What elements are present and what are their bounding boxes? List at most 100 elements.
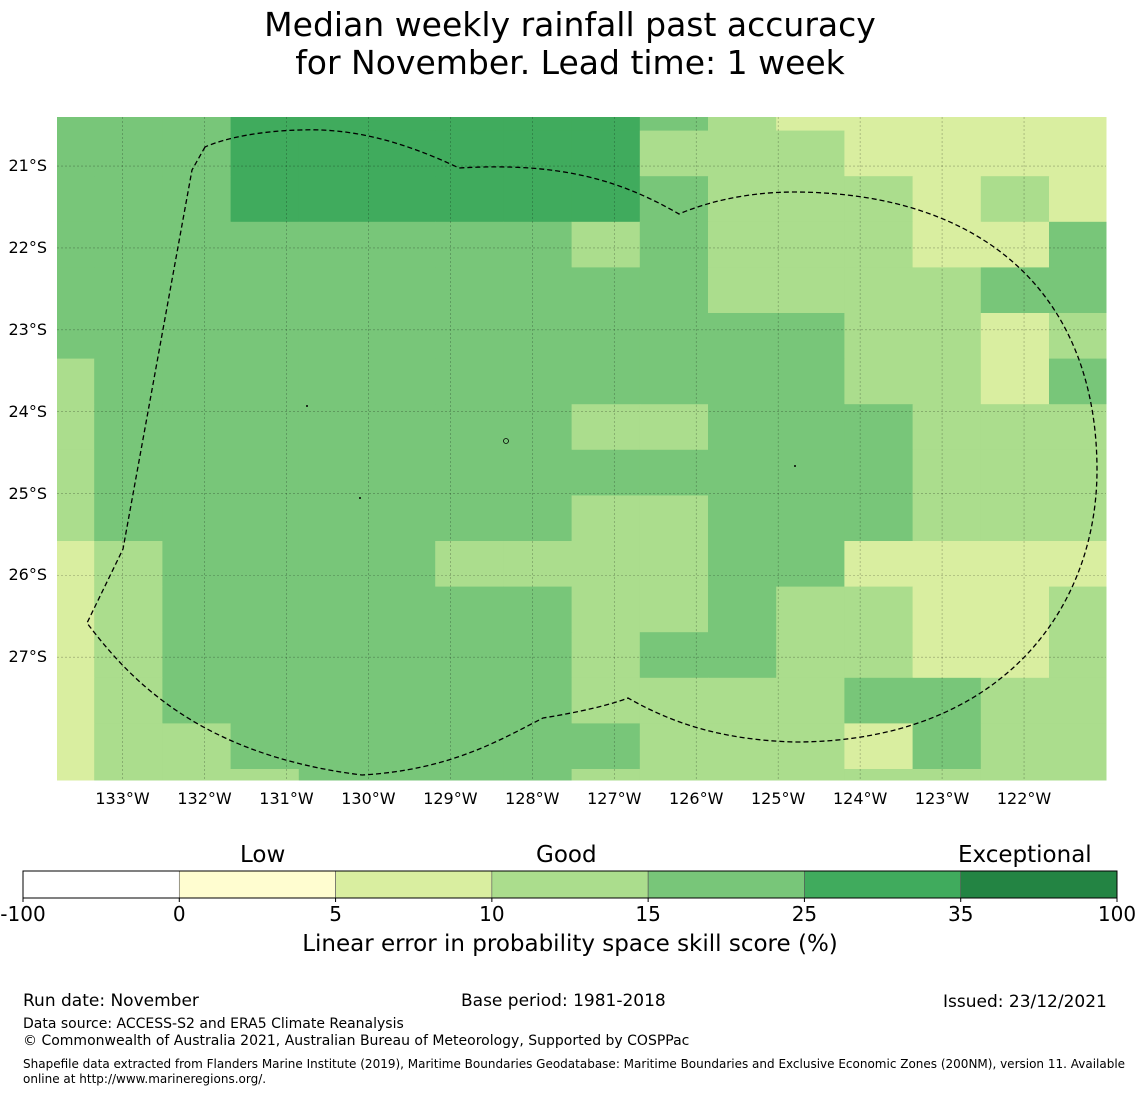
- grid-cell: [367, 221, 436, 268]
- grid-cell: [162, 176, 232, 223]
- grid-cell: [367, 117, 436, 132]
- colorbar-segment: [804, 870, 962, 899]
- grid-cell: [298, 449, 368, 496]
- grid-cell: [94, 769, 163, 781]
- shapefile-credit: Shapefile data extracted from Flanders M…: [23, 1057, 1126, 1086]
- grid-cell: [298, 267, 368, 314]
- grid-cell: [57, 723, 95, 770]
- grid-cell: [298, 495, 368, 542]
- grid-cell: [367, 769, 436, 781]
- grid-cell: [367, 176, 436, 223]
- grid-cell: [844, 267, 914, 314]
- grid-cell: [230, 769, 300, 781]
- grid-cell: [57, 769, 95, 781]
- grid-cell: [1049, 267, 1107, 314]
- grid-cell: [980, 769, 1050, 781]
- grid-cell: [230, 176, 300, 223]
- grid-cell: [639, 358, 709, 405]
- grid-cell: [571, 358, 641, 405]
- grid-cell: [94, 117, 163, 132]
- grid-cell: [1049, 586, 1107, 633]
- grid-cell: [1049, 176, 1107, 223]
- latitude-label: 23°S: [8, 319, 47, 339]
- grid-cell: [298, 769, 368, 781]
- grid-cell: [844, 769, 914, 781]
- colorbar-tick-label: 10: [479, 902, 505, 926]
- grid-cell: [298, 130, 368, 177]
- grid-cell: [708, 313, 777, 360]
- title-line-2: for November. Lead time: 1 week: [295, 43, 845, 82]
- colorbar-tick-label: 15: [635, 902, 661, 926]
- grid-cell: [571, 723, 641, 770]
- grid-cell: [639, 769, 709, 781]
- grid-cell: [503, 449, 573, 496]
- longitude-label: 125°W: [751, 789, 806, 808]
- colorbar-segment: [178, 870, 336, 899]
- grid-cell: [708, 449, 777, 496]
- grid-cell: [844, 586, 914, 633]
- grid-cell: [162, 586, 232, 633]
- grid-cell: [435, 221, 504, 268]
- grid-cell: [1049, 130, 1107, 177]
- grid-cell: [1049, 495, 1107, 542]
- grid-cell: [503, 586, 573, 633]
- longitude-label: 133°W: [95, 789, 150, 808]
- grid-cell: [435, 404, 504, 451]
- grid-cell: [503, 541, 573, 588]
- grid-cell: [776, 267, 845, 314]
- grid-cell: [230, 130, 300, 177]
- grid-cell: [94, 632, 163, 679]
- grid-cell: [571, 449, 641, 496]
- grid-cell: [298, 313, 368, 360]
- grid-cell: [571, 221, 641, 268]
- grid-cell: [298, 176, 368, 223]
- longitude-label: 123°W: [914, 789, 970, 808]
- longitude-label: 129°W: [423, 789, 478, 808]
- grid-cell: [298, 541, 368, 588]
- grid-cell: [639, 404, 709, 451]
- grid-cell: [57, 130, 95, 177]
- grid-cell: [980, 677, 1050, 724]
- grid-cell: [435, 313, 504, 360]
- grid-cell: [94, 358, 163, 405]
- grid-cell: [844, 677, 914, 724]
- grid-cell: [571, 677, 641, 724]
- grid-cell: [912, 130, 982, 177]
- colorbar: [22, 870, 1118, 902]
- grid-cell: [162, 313, 232, 360]
- grid-cell: [94, 130, 163, 177]
- island-marks: [306, 405, 796, 499]
- grid-cell: [503, 130, 573, 177]
- grid-cell: [367, 404, 436, 451]
- grid-cell: [230, 358, 300, 405]
- grid-cell: [708, 632, 777, 679]
- latitude-label: 26°S: [8, 565, 47, 585]
- grid-cell: [94, 449, 163, 496]
- grid-cell: [980, 449, 1050, 496]
- grid-cell: [980, 130, 1050, 177]
- grid-cell: [708, 358, 777, 405]
- grid-cell: [230, 313, 300, 360]
- grid-cell: [162, 769, 232, 781]
- grid-cell: [503, 723, 573, 770]
- grid-cell: [57, 632, 95, 679]
- grid-cell: [162, 632, 232, 679]
- grid-cell: [298, 358, 368, 405]
- grid-cell: [367, 723, 436, 770]
- longitude-label: 127°W: [587, 789, 642, 808]
- grid-cell: [1049, 723, 1107, 770]
- grid-cell: [503, 176, 573, 223]
- grid-cell: [435, 117, 504, 132]
- category-good: Good: [536, 842, 597, 868]
- grid-cell: [503, 495, 573, 542]
- longitude-label: 132°W: [177, 789, 232, 808]
- latitude-label: 27°S: [8, 647, 47, 667]
- grid-cell: [708, 130, 777, 177]
- grid-cell: [367, 449, 436, 496]
- grid-cell: [912, 358, 982, 405]
- grid-cell: [1049, 313, 1107, 360]
- grid-cell: [162, 221, 232, 268]
- grid-cell: [435, 130, 504, 177]
- grid-cell: [230, 541, 300, 588]
- longitude-label: 124°W: [832, 789, 888, 808]
